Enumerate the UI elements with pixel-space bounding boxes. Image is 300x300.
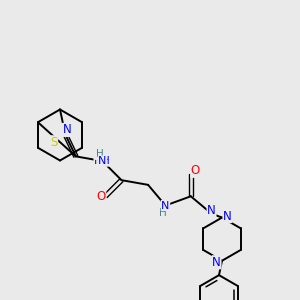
Text: S: S xyxy=(50,136,58,149)
Text: O: O xyxy=(97,190,106,202)
Text: N: N xyxy=(62,123,71,136)
Text: H: H xyxy=(159,208,166,218)
Text: N: N xyxy=(212,256,221,269)
Text: N: N xyxy=(207,204,216,217)
Text: O: O xyxy=(191,164,200,177)
Text: N: N xyxy=(98,156,106,166)
Text: N: N xyxy=(161,200,169,211)
Text: NH: NH xyxy=(94,156,111,166)
Text: H: H xyxy=(95,149,103,160)
Text: N: N xyxy=(223,209,232,223)
